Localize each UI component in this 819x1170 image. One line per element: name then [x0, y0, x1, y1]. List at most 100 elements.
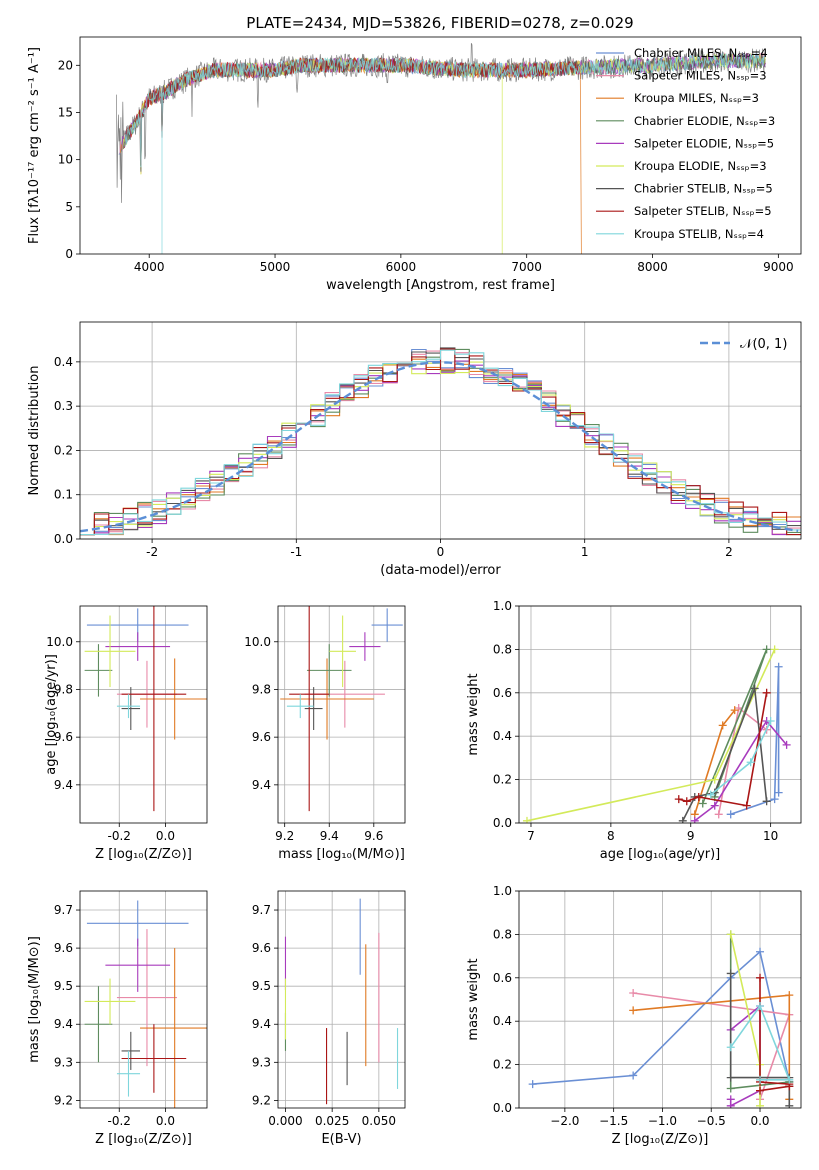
age-vs-mass-panel: 9.2 9.4 9.6 9.4 9.6 9.8 10.0 mass [log₁₀(M/M⊙)] [244, 605, 406, 862]
weight-series-salpeter-stelib [674, 688, 771, 810]
legend-label-kroupa-stelib: Kroupa STELIB, Nₛₛₚ=4 [634, 227, 764, 241]
weight-marker [756, 1086, 765, 1095]
weight-series-kroupa-stelib [726, 1002, 794, 1084]
spectrum-panel: 4000 5000 6000 7000 8000 9000 0 5 10 15 20 waveleng… [27, 36, 802, 293]
y-tick-label: 0 [65, 247, 73, 261]
x-tick-label: 0.0 [750, 1114, 769, 1128]
y-tick-label: 0.6 [493, 686, 512, 700]
plot-content [522, 645, 791, 823]
errorbar-salpeter-miles [116, 929, 177, 1067]
y-tick-label: 9.8 [252, 682, 271, 696]
x-tick-label: 6000 [386, 260, 417, 274]
y-axis-label: mass [log₁₀(M/M⊙)] [27, 936, 42, 1063]
weight-marker [718, 721, 727, 730]
errorbar-chabrier-stelib [304, 687, 323, 730]
y-tick-label: 9.6 [54, 730, 73, 744]
weight-marker [785, 991, 794, 1000]
plot-content [280, 606, 403, 812]
y-tick-label: 9.6 [252, 941, 271, 955]
y-tick-label: 9.6 [252, 730, 271, 744]
legend-label-normal: 𝒩(0, 1) [740, 337, 787, 352]
weight-marker [762, 797, 771, 806]
weight-marker [746, 758, 755, 767]
weight-marker [730, 706, 739, 715]
errorbar-salpeter-elodie [105, 632, 171, 661]
weight-marker [726, 1084, 735, 1093]
y-tick-label: 5 [65, 200, 73, 214]
model-spectrum-kroupa-miles [120, 57, 582, 254]
y-tick-label: 1.0 [493, 884, 512, 898]
errorbar-chabrier-stelib [121, 1031, 141, 1070]
x-tick-label: −1.5 [599, 1114, 628, 1128]
weight-marker [726, 1073, 735, 1082]
x-tick-label: -0.2 [108, 1114, 131, 1128]
y-tick-label: 9.4 [252, 1017, 271, 1031]
y-tick-label: 10.0 [244, 635, 271, 649]
weight-marker [522, 816, 531, 823]
errorbar-kroupa-stelib [116, 694, 141, 719]
weight-series-kroupa-elodie [726, 930, 765, 1108]
y-tick-label: 0.0 [493, 1101, 512, 1115]
axes-frame [518, 890, 802, 1109]
plot-content [80, 347, 801, 536]
y-tick-label: 9.5 [54, 979, 73, 993]
histogram-kroupa-stelib [80, 349, 801, 536]
weight-marker [726, 930, 735, 939]
y-tick-label: 10 [58, 153, 73, 167]
weight-marker [785, 1075, 794, 1084]
weight-marker [710, 801, 719, 810]
x-tick-label: 0.000 [268, 1114, 302, 1128]
weight-marker [756, 1002, 765, 1011]
weight-marker [698, 799, 707, 808]
weight-marker [785, 1101, 794, 1108]
y-tick-label: 0.6 [493, 971, 512, 985]
weight-marker [682, 797, 691, 806]
y-tick-label: 0.2 [493, 773, 512, 787]
legend-label-salpeter-elodie: Salpeter ELODIE, Nₛₛₚ=5 [634, 136, 774, 150]
histogram-legend: 𝒩(0, 1) [700, 337, 787, 352]
weight-marker [714, 810, 723, 819]
x-axis-label: Z [log₁₀(Z/Z⊙)] [612, 1132, 709, 1147]
weight-marker [726, 969, 735, 978]
y-tick-label: 15 [58, 105, 73, 119]
plot-layer: 4000 5000 6000 7000 8000 900005101520waveleng… [27, 36, 802, 1147]
legend-label-salpeter-stelib: Salpeter STELIB, Nₛₛₚ=5 [634, 204, 772, 218]
y-axis-label: Flux [fλ10⁻¹⁷ erg cm⁻² s⁻¹ A⁻¹] [27, 47, 42, 244]
x-tick-label: 9.4 [320, 829, 339, 843]
weight-vs-Z-panel: −2.0 −1.5 −1.0 −0.5 0.0 0.0 0.2 0.4 0.6 0.8 1.0 Z [… [466, 884, 802, 1147]
errorbar-chabrier-elodie [84, 644, 113, 697]
errorbar-salpeter-elodie [349, 632, 381, 661]
weight-marker [629, 1071, 638, 1080]
x-tick-label: −0.5 [697, 1114, 726, 1128]
weight-vs-age-panel: 7 8 9 10 0.0 0.2 0.4 0.6 0.8 1.0 age [log₁₀(age/yr… [466, 599, 802, 862]
plot-content [528, 930, 794, 1108]
plot-content [84, 900, 207, 1108]
y-tick-label: 0.3 [54, 399, 73, 413]
axes-frame [277, 890, 406, 1109]
x-tick-label: 2 [725, 545, 733, 559]
weight-marker [774, 662, 783, 671]
weight-marker [770, 645, 779, 654]
errorbar-salpeter-stelib [289, 606, 330, 812]
axes-frame [79, 36, 802, 255]
weight-marker [726, 1095, 735, 1104]
x-axis-label: wavelength [Angstrom, rest frame] [326, 278, 555, 293]
y-tick-label: 0.8 [493, 927, 512, 941]
weight-series-kroupa-stelib [706, 717, 775, 799]
x-tick-label: 9.2 [275, 829, 294, 843]
errorbar-salpeter-stelib [121, 606, 187, 812]
y-tick-label: 0.2 [54, 443, 73, 457]
weight-series-kroupa-miles [690, 706, 739, 819]
y-tick-label: 0.0 [493, 816, 512, 830]
weight-marker [528, 1080, 537, 1089]
weight-marker [762, 688, 771, 697]
weight-marker [762, 645, 771, 654]
y-tick-label: 9.2 [252, 1093, 271, 1107]
x-tick-label: 9.6 [364, 829, 383, 843]
errorbar-kroupa-miles [140, 948, 207, 1108]
x-tick-label: 0.0 [156, 829, 175, 843]
x-tick-label: 5000 [260, 260, 291, 274]
x-axis-label: E(B-V) [321, 1132, 361, 1147]
weight-line [759, 977, 791, 1092]
